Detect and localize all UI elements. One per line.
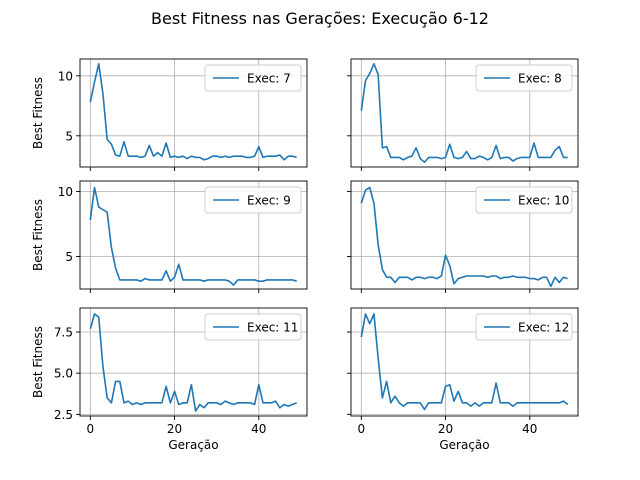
subplot-grid: 5 10 Best Fitness Exec: 7 Exec: 8 5 10 Best Fit… <box>31 58 579 452</box>
series-line <box>89 62 297 161</box>
y-axis-label: Best Fitness <box>31 199 45 271</box>
series-line <box>89 313 297 412</box>
legend-label: Exec: 11 <box>247 321 298 335</box>
subplot-3: 5 10 Best Fitness Exec: 9 <box>31 180 308 293</box>
legend: Exec: 11 <box>204 313 302 341</box>
subplot-2: Exec: 8 <box>347 58 579 171</box>
series-line <box>360 313 569 411</box>
y-tick-label: 5.0 <box>54 367 73 381</box>
figure-title: Best Fitness nas Gerações: Execução 6-12 <box>151 9 489 28</box>
y-tick-label: 2.5 <box>54 408 73 422</box>
axes-frame <box>350 180 579 290</box>
legend-label: Exec: 7 <box>247 72 291 86</box>
legend: Exec: 8 <box>475 64 573 92</box>
series-line <box>360 186 568 288</box>
legend-label: Exec: 9 <box>247 194 291 208</box>
subplot-5: 0 20 40 2.5 5.0 7.5 Best Fitness Geração Exec: 1… <box>31 307 308 452</box>
axes-frame <box>79 307 308 417</box>
y-tick-label: 10 <box>58 185 73 199</box>
legend-box <box>204 186 302 214</box>
x-tick-label: 40 <box>251 422 266 436</box>
y-tick-label: 7.5 <box>54 326 73 340</box>
axes-frame <box>79 58 308 168</box>
legend-box <box>204 64 302 92</box>
x-tick-label: 0 <box>357 422 365 436</box>
y-tick-label: 5 <box>65 129 73 143</box>
y-tick-label: 5 <box>65 250 73 264</box>
x-tick-label: 0 <box>86 422 94 436</box>
series-line <box>89 186 297 286</box>
axes-frame <box>79 180 308 290</box>
y-axis-label: Best Fitness <box>31 77 45 149</box>
subplot-4: Exec: 10 <box>347 180 579 293</box>
legend: Exec: 9 <box>204 186 302 214</box>
x-tick-label: 40 <box>522 422 537 436</box>
series-line <box>360 62 568 163</box>
x-tick-label: 20 <box>167 422 182 436</box>
legend: Exec: 10 <box>475 186 573 214</box>
y-axis-label: Best Fitness <box>31 326 45 398</box>
legend: Exec: 7 <box>204 64 302 92</box>
legend-box <box>475 64 573 92</box>
legend-box <box>475 313 573 341</box>
x-axis-label: Geração <box>439 438 489 452</box>
subplot-6: 0 20 40 Geração Exec: 12 <box>347 307 579 452</box>
y-tick-label: 10 <box>58 69 73 83</box>
legend-label: Exec: 10 <box>518 194 569 208</box>
legend-label: Exec: 8 <box>518 72 562 86</box>
x-tick-label: 20 <box>438 422 453 436</box>
legend: Exec: 12 <box>475 313 573 341</box>
legend-label: Exec: 12 <box>518 321 569 335</box>
legend-box <box>475 186 573 214</box>
axes-frame <box>350 58 579 168</box>
x-axis-label: Geração <box>168 438 218 452</box>
legend-box <box>204 313 302 341</box>
subplot-1: 5 10 Best Fitness Exec: 7 <box>31 58 308 171</box>
axes-frame <box>350 307 579 417</box>
